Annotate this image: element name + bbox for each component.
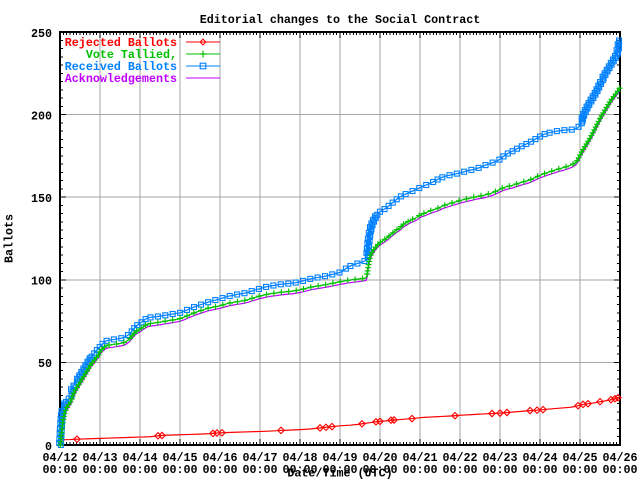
svg-text:00:00: 00:00 <box>322 463 357 477</box>
svg-text:Received Ballots: Received Ballots <box>65 60 177 74</box>
svg-text:00:00: 00:00 <box>402 463 437 477</box>
svg-text:00:00: 00:00 <box>282 463 317 477</box>
svg-text:00:00: 00:00 <box>482 463 517 477</box>
svg-text:04/21: 04/21 <box>402 451 437 465</box>
svg-text:04/15: 04/15 <box>162 451 197 465</box>
svg-text:Vote Tallied,: Vote Tallied, <box>86 48 177 62</box>
svg-text:04/22: 04/22 <box>442 451 477 465</box>
svg-text:04/17: 04/17 <box>242 451 277 465</box>
svg-text:00:00: 00:00 <box>82 463 117 477</box>
svg-text:04/16: 04/16 <box>202 451 237 465</box>
svg-text:00:00: 00:00 <box>202 463 237 477</box>
svg-text:Editorial changes to the Socia: Editorial changes to the Social Contract <box>200 13 481 27</box>
svg-text:250: 250 <box>31 27 52 41</box>
svg-text:00:00: 00:00 <box>562 463 597 477</box>
svg-text:Rejected Ballots: Rejected Ballots <box>65 36 177 50</box>
svg-text:00:00: 00:00 <box>442 463 477 477</box>
svg-text:00:00: 00:00 <box>362 463 397 477</box>
svg-text:04/20: 04/20 <box>362 451 397 465</box>
svg-text:0: 0 <box>45 440 52 454</box>
svg-text:Date/Time (UTC): Date/Time (UTC) <box>287 467 392 480</box>
svg-text:50: 50 <box>38 357 52 371</box>
svg-text:00:00: 00:00 <box>602 463 637 477</box>
svg-text:00:00: 00:00 <box>522 463 557 477</box>
svg-text:Acknowledgements: Acknowledgements <box>65 72 177 86</box>
svg-text:00:00: 00:00 <box>162 463 197 477</box>
svg-text:04/14: 04/14 <box>122 451 157 465</box>
svg-text:04/19: 04/19 <box>322 451 357 465</box>
svg-text:04/25: 04/25 <box>562 451 597 465</box>
svg-text:200: 200 <box>31 109 52 123</box>
svg-text:04/12: 04/12 <box>42 451 77 465</box>
svg-text:100: 100 <box>31 275 52 289</box>
svg-text:00:00: 00:00 <box>122 463 157 477</box>
svg-text:04/13: 04/13 <box>82 451 117 465</box>
svg-text:00:00: 00:00 <box>242 463 277 477</box>
svg-text:00:00: 00:00 <box>42 463 77 477</box>
svg-text:04/26: 04/26 <box>602 451 637 465</box>
svg-text:04/24: 04/24 <box>522 451 557 465</box>
svg-text:04/18: 04/18 <box>282 451 317 465</box>
svg-text:150: 150 <box>31 192 52 206</box>
svg-text:04/23: 04/23 <box>482 451 517 465</box>
svg-text:Ballots: Ballots <box>3 214 17 263</box>
